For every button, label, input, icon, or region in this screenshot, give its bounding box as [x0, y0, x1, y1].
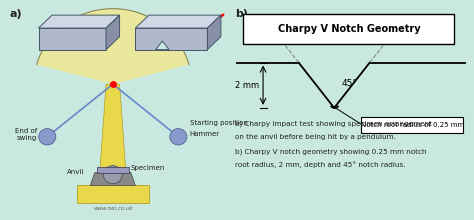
Polygon shape — [136, 15, 221, 28]
Polygon shape — [97, 167, 128, 172]
Text: a) Charpy Impact test showing specimen arrangement: a) Charpy Impact test showing specimen a… — [235, 121, 432, 127]
Text: 45°: 45° — [341, 79, 357, 88]
Circle shape — [103, 166, 122, 184]
Polygon shape — [207, 15, 221, 50]
Polygon shape — [99, 84, 126, 179]
Polygon shape — [90, 172, 136, 185]
Text: End of
swing: End of swing — [15, 128, 37, 141]
Text: b) Charpy V notch geometry showing 0.25 mm notch: b) Charpy V notch geometry showing 0.25 … — [235, 149, 426, 155]
Text: Charpy V Notch Geometry: Charpy V Notch Geometry — [278, 24, 421, 34]
Text: on the anvil before being hit by a pendulum.: on the anvil before being hit by a pendu… — [235, 134, 395, 140]
Text: Scale: Scale — [73, 38, 94, 47]
Polygon shape — [155, 41, 169, 50]
Text: b): b) — [235, 9, 247, 19]
Circle shape — [170, 129, 187, 145]
Polygon shape — [38, 28, 106, 50]
Text: root radius, 2 mm, depth and 45° notch radius.: root radius, 2 mm, depth and 45° notch r… — [235, 162, 405, 169]
FancyBboxPatch shape — [361, 117, 464, 133]
Text: Starting position: Starting position — [190, 120, 247, 126]
FancyBboxPatch shape — [243, 14, 454, 44]
Text: Anvil: Anvil — [67, 169, 85, 175]
Text: www.twi.co.uk: www.twi.co.uk — [93, 206, 133, 211]
Polygon shape — [136, 28, 207, 50]
Text: Notch root radius of 0.25 mm: Notch root radius of 0.25 mm — [361, 122, 464, 128]
Text: 2 mm: 2 mm — [236, 81, 259, 90]
Polygon shape — [77, 185, 149, 203]
Text: a): a) — [9, 9, 22, 19]
Text: Hammer: Hammer — [190, 131, 220, 137]
Polygon shape — [106, 15, 119, 50]
Text: Specimen: Specimen — [131, 165, 165, 171]
Polygon shape — [36, 9, 189, 84]
Circle shape — [39, 129, 56, 145]
Polygon shape — [38, 15, 119, 28]
